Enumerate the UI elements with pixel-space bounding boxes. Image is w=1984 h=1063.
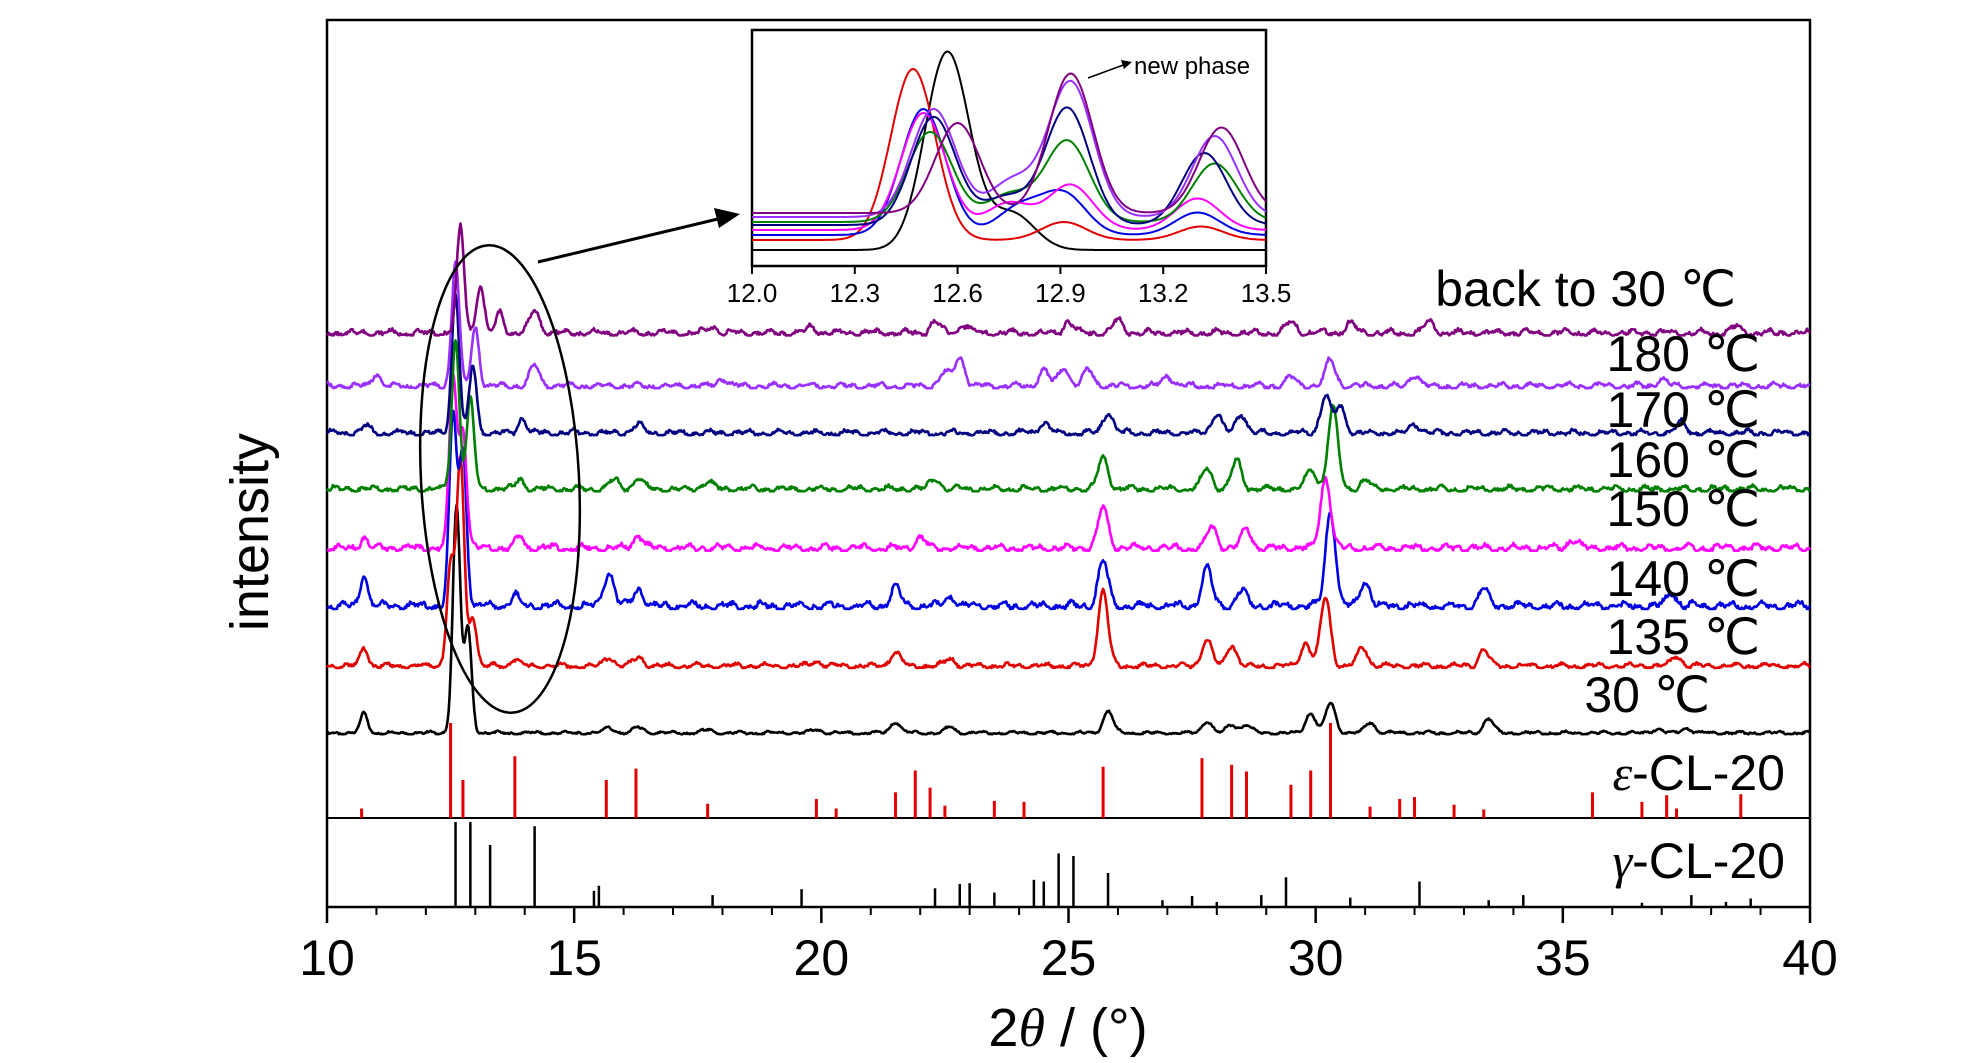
inset-series-trace — [752, 130, 1267, 223]
series-trace — [325, 454, 1811, 670]
reference-label: ε-CL-20 — [1612, 745, 1785, 801]
x-tick-label: 15 — [546, 930, 602, 986]
series-label: 160 ℃ — [1607, 432, 1760, 488]
x-tick-label: 35 — [1535, 930, 1591, 986]
inset-x-tick-label: 12.9 — [1035, 278, 1086, 308]
zoom-arrowhead — [714, 208, 740, 228]
series-label: 170 ℃ — [1607, 382, 1760, 438]
reference-label: γ-CL-20 — [1612, 833, 1785, 889]
series-trace — [326, 504, 1811, 736]
new-phase-arrowhead — [1121, 60, 1132, 69]
series-trace — [326, 373, 1812, 552]
inset-series-trace — [752, 50, 1266, 251]
series-label: 150 ℃ — [1607, 481, 1760, 537]
series-label: 30 ℃ — [1584, 667, 1710, 723]
x-axis-title-unit: / (°) — [1045, 998, 1148, 1058]
series-trace — [326, 260, 1811, 390]
inset-plot: 12.0 12.3 12.6 12.9 13.2 13.5 new phase — [727, 28, 1292, 308]
series-label: 140 ℃ — [1607, 551, 1760, 607]
inset-x-tick-label: 13.5 — [1241, 278, 1292, 308]
inset-x-tick-label: 12.3 — [829, 278, 880, 308]
series-label: back to 30 ℃ — [1435, 261, 1736, 317]
series-trace — [326, 222, 1811, 337]
reference-label-text: -CL-20 — [1632, 833, 1785, 889]
inset-series-trace — [752, 106, 1267, 226]
inset-frame — [750, 28, 1268, 268]
inset-series-trace — [752, 68, 1266, 241]
inset-series-trace — [752, 72, 1267, 214]
main-plot: 10 15 20 25 30 35 40 — [299, 18, 1838, 986]
series-trace — [326, 409, 1811, 611]
x-axis-title-part: 2 — [988, 998, 1018, 1058]
series-label: 135 ℃ — [1607, 609, 1760, 665]
x-tick-label: 30 — [1288, 930, 1344, 986]
new-phase-arrow — [1087, 63, 1127, 79]
zoom-arrow — [537, 216, 723, 264]
x-tick-label: 10 — [299, 930, 355, 986]
x-tick-label: 25 — [1041, 930, 1097, 986]
reference-label-symbol: ε — [1612, 745, 1632, 801]
inset-series-trace — [752, 112, 1266, 231]
inset-x-tick-label: 12.6 — [932, 278, 983, 308]
inset-annotation: new phase — [1134, 53, 1250, 80]
x-axis-title-symbol: θ — [1018, 998, 1045, 1058]
inset-series-trace — [752, 79, 1267, 218]
x-tick-label: 40 — [1782, 930, 1838, 986]
inset-series-trace — [752, 108, 1266, 236]
inset-x-tick-label: 12.0 — [727, 278, 778, 308]
x-tick-label: 20 — [794, 930, 850, 986]
y-axis-title: intensity — [220, 433, 280, 631]
x-axis-title: 2θ / (°) — [988, 998, 1147, 1058]
highlight-ellipse — [418, 244, 582, 714]
reference-label-text: -CL-20 — [1632, 745, 1785, 801]
inset-x-tick-label: 13.2 — [1138, 278, 1189, 308]
series-trace — [325, 339, 1811, 493]
reference-label-symbol: γ — [1612, 833, 1633, 889]
series-label: 180 ℃ — [1607, 326, 1760, 382]
